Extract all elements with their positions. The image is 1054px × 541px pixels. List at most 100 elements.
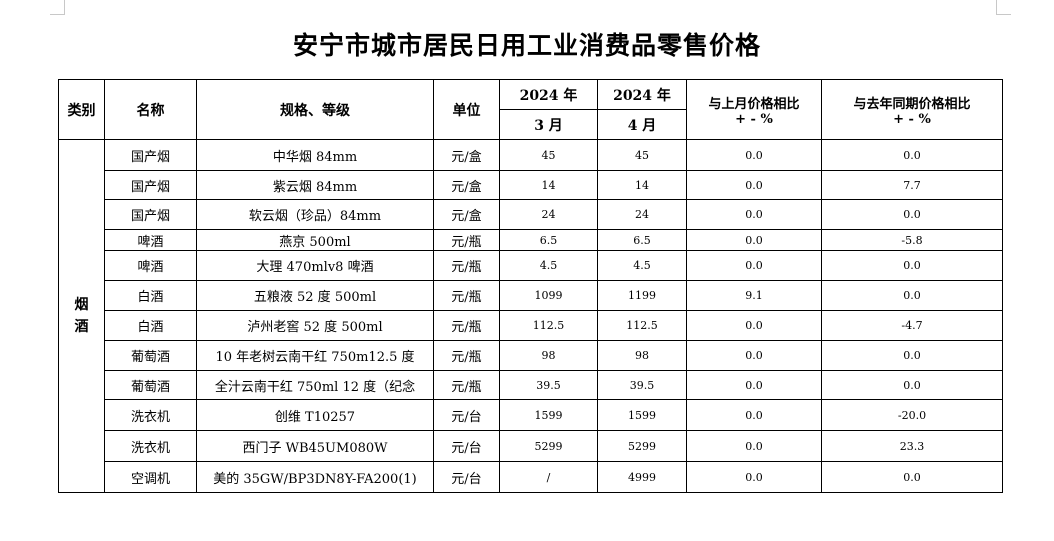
item-spec-cell: 美的 35GW/BP3DN8Y-FA200(1) xyxy=(196,461,434,493)
item-unit-cell: 元/瓶 xyxy=(433,280,500,311)
price-april-cell: 24 xyxy=(597,199,687,230)
table-row: 洗衣机 创维 T10257 元/台 1599 1599 0.0 -20.0 xyxy=(59,399,1003,431)
change-mom-cell: 9.1 xyxy=(686,280,822,311)
item-name-cell: 白酒 xyxy=(104,310,197,341)
table-row: 国产烟 紫云烟 84mm 元/盒 14 14 0.0 7.7 xyxy=(59,170,1003,200)
change-yoy-cell: 0.0 xyxy=(821,340,1003,371)
item-spec-cell: 紫云烟 84mm xyxy=(196,170,434,200)
price-april-cell: 6.5 xyxy=(597,229,687,251)
price-march-cell: 112.5 xyxy=(499,310,598,341)
price-april-cell: 112.5 xyxy=(597,310,687,341)
item-name-cell: 洗衣机 xyxy=(104,430,197,462)
price-march-cell: 1099 xyxy=(499,280,598,311)
price-april-cell: 4999 xyxy=(597,461,687,493)
change-mom-cell: 0.0 xyxy=(686,310,822,341)
price-march-cell: 39.5 xyxy=(499,370,598,400)
price-april-cell: 5299 xyxy=(597,430,687,462)
price-april-cell: 1599 xyxy=(597,399,687,431)
table-row: 白酒 五粮液 52 度 500ml 元/瓶 1099 1199 9.1 0.0 xyxy=(59,280,1003,311)
item-name-cell: 啤酒 xyxy=(104,229,197,251)
header-year-on-year: 与去年同期价格相比 + - % xyxy=(821,79,1003,140)
header-yoy-unit: + - % xyxy=(893,111,931,127)
item-unit-cell: 元/瓶 xyxy=(433,340,500,371)
change-yoy-cell: 0.0 xyxy=(821,199,1003,230)
item-name-cell: 洗衣机 xyxy=(104,399,197,431)
header-category: 类别 xyxy=(58,79,105,140)
item-unit-cell: 元/盒 xyxy=(433,199,500,230)
change-yoy-cell: -4.7 xyxy=(821,310,1003,341)
table-row: 葡萄酒 全汁云南干红 750ml 12 度（纪念 元/瓶 39.5 39.5 0.0 0.0 xyxy=(59,370,1003,400)
change-yoy-cell: 23.3 xyxy=(821,430,1003,462)
price-april-cell: 98 xyxy=(597,340,687,371)
item-spec-cell: 中华烟 84mm xyxy=(196,139,434,171)
price-april-cell: 4.5 xyxy=(597,250,687,281)
item-spec-cell: 燕京 500ml xyxy=(196,229,434,251)
header-month-on-month: 与上月价格相比 + - % xyxy=(686,79,822,140)
change-mom-cell: 0.0 xyxy=(686,430,822,462)
item-name-cell: 啤酒 xyxy=(104,250,197,281)
table-row: 白酒 泸州老窖 52 度 500ml 元/瓶 112.5 112.5 0.0 -4.7 xyxy=(59,310,1003,341)
change-yoy-cell: 0.0 xyxy=(821,280,1003,311)
item-name-cell: 国产烟 xyxy=(104,139,197,171)
item-unit-cell: 元/盒 xyxy=(433,139,500,171)
change-mom-cell: 0.0 xyxy=(686,370,822,400)
category-cell: 烟酒 xyxy=(58,139,105,493)
item-name-cell: 国产烟 xyxy=(104,199,197,230)
price-march-cell: 6.5 xyxy=(499,229,598,251)
header-spec: 规格、等级 xyxy=(196,79,434,140)
price-april-cell: 39.5 xyxy=(597,370,687,400)
header-year-april: 2024 年 xyxy=(597,79,687,110)
change-yoy-cell: 7.7 xyxy=(821,170,1003,200)
header-yoy-title: 与去年同期价格相比 xyxy=(853,96,971,112)
change-mom-cell: 0.0 xyxy=(686,461,822,493)
price-march-cell: / xyxy=(499,461,598,493)
change-mom-cell: 0.0 xyxy=(686,170,822,200)
change-mom-cell: 0.0 xyxy=(686,250,822,281)
item-unit-cell: 元/台 xyxy=(433,461,500,493)
table-row: 烟酒国产烟 中华烟 84mm 元/盒 45 45 0.0 0.0 xyxy=(58,139,1003,493)
item-unit-cell: 元/瓶 xyxy=(433,310,500,341)
item-name-cell: 空调机 xyxy=(104,461,197,493)
change-yoy-cell: -20.0 xyxy=(821,399,1003,431)
header-month-march: 3 月 xyxy=(499,109,598,140)
change-mom-cell: 0.0 xyxy=(686,229,822,251)
price-april-cell: 45 xyxy=(597,139,687,171)
price-march-cell: 24 xyxy=(499,199,598,230)
price-march-cell: 45 xyxy=(499,139,598,171)
item-name-cell: 国产烟 xyxy=(104,170,197,200)
item-spec-cell: 软云烟（珍品）84mm xyxy=(196,199,434,230)
table-row: 啤酒 大理 470mlv8 啤酒 元/瓶 4.5 4.5 0.0 0.0 xyxy=(59,250,1003,281)
table-row: 洗衣机 西门子 WB45UM080W 元/台 5299 5299 0.0 23.3 xyxy=(59,430,1003,462)
item-unit-cell: 元/台 xyxy=(433,399,500,431)
page-corner-mark-left xyxy=(50,0,65,15)
header-mom-title: 与上月价格相比 xyxy=(708,96,800,112)
price-table-body: 烟酒国产烟 中华烟 84mm 元/盒 45 45 0.0 0.0 国产烟 紫云烟 84mm 元/盒… xyxy=(58,139,1003,493)
price-table: 类别 名称 规格、等级 单位 2024 年 2024 年 与上月价格相比 + -… xyxy=(58,79,1003,493)
change-mom-cell: 0.0 xyxy=(686,399,822,431)
item-name-cell: 葡萄酒 xyxy=(104,370,197,400)
header-month-april: 4 月 xyxy=(597,109,687,140)
change-mom-cell: 0.0 xyxy=(686,199,822,230)
table-row: 啤酒 燕京 500ml 元/瓶 6.5 6.5 0.0 -5.8 xyxy=(59,229,1003,251)
item-unit-cell: 元/台 xyxy=(433,430,500,462)
item-spec-cell: 泸州老窖 52 度 500ml xyxy=(196,310,434,341)
change-yoy-cell: 0.0 xyxy=(821,370,1003,400)
price-march-cell: 98 xyxy=(499,340,598,371)
change-mom-cell: 0.0 xyxy=(686,340,822,371)
price-march-cell: 4.5 xyxy=(499,250,598,281)
price-march-cell: 1599 xyxy=(499,399,598,431)
header-year-march: 2024 年 xyxy=(499,79,598,110)
price-april-cell: 1199 xyxy=(597,280,687,311)
item-spec-cell: 大理 470mlv8 啤酒 xyxy=(196,250,434,281)
item-unit-cell: 元/盒 xyxy=(433,170,500,200)
item-unit-cell: 元/瓶 xyxy=(433,229,500,251)
table-row: 葡萄酒 10 年老树云南干红 750m12.5 度元/瓶 98 98 0.0 0.0 xyxy=(59,340,1003,371)
header-mom-unit: + - % xyxy=(735,111,773,127)
item-name-cell: 葡萄酒 xyxy=(104,340,197,371)
table-row: 国产烟 软云烟（珍品）84mm 元/盒 24 24 0.0 0.0 xyxy=(59,199,1003,230)
document-title: 安宁市城市居民日用工业消费品零售价格 xyxy=(292,31,761,60)
price-march-cell: 14 xyxy=(499,170,598,200)
item-unit-cell: 元/瓶 xyxy=(433,370,500,400)
price-march-cell: 5299 xyxy=(499,430,598,462)
change-yoy-cell: 0.0 xyxy=(821,139,1003,171)
